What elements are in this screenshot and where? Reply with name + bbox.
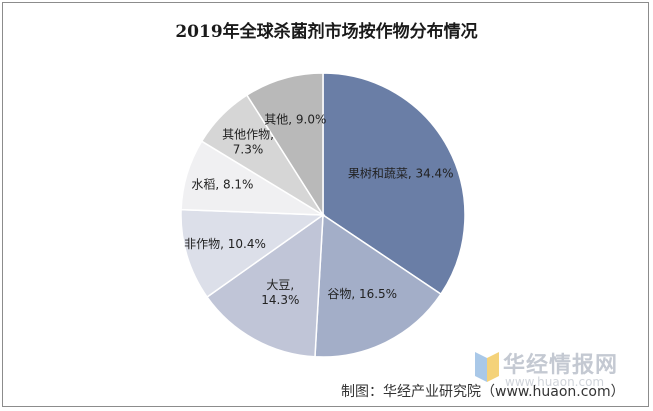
watermark-brand: 华经情报网 xyxy=(503,353,619,378)
pie-slice-4 xyxy=(180,208,326,299)
watermark-url: www.huaon.com xyxy=(505,375,605,389)
slice-label-6: 其他作物, 7.3% xyxy=(222,127,274,156)
watermark-logo-icon xyxy=(475,352,499,382)
pie-labels: 果树和蔬菜, 34.4% 谷物, 16.5% 大豆, 14.3% 非作物, 10.4% 水… xyxy=(184,113,453,308)
chart-title: 2019年全球杀菌剂市场按作物分布情况 xyxy=(175,22,478,42)
chart-frame: 2019年全球杀菌剂市场按作物分布情况 果树和蔬菜, 34.4% 谷物, 16.5… xyxy=(2,2,649,407)
slice-label-4: 非作物, 10.4% xyxy=(184,237,266,251)
pie-chart: 果树和蔬菜, 34.4% 谷物, 16.5% 大豆, 14.3% 非作物, 10.4% 水… xyxy=(180,72,466,358)
pie-slice-1 xyxy=(322,72,466,296)
source-note: 制图：华经产业研究院（www.huaon.com） xyxy=(341,384,625,400)
pie-slice-3 xyxy=(206,213,324,358)
slice-label-2: 谷物, 16.5% xyxy=(327,287,397,301)
slice-label-7: 其他, 9.0% xyxy=(264,113,326,127)
pie-slices xyxy=(180,72,466,358)
slice-label-1: 果树和蔬菜, 34.4% xyxy=(348,166,454,181)
pie-slice-2 xyxy=(314,213,442,358)
pie-slice-7 xyxy=(245,72,324,218)
slice-label-3: 大豆, 14.3% xyxy=(261,278,299,307)
slice-label-5: 水稻, 8.1% xyxy=(191,178,253,192)
